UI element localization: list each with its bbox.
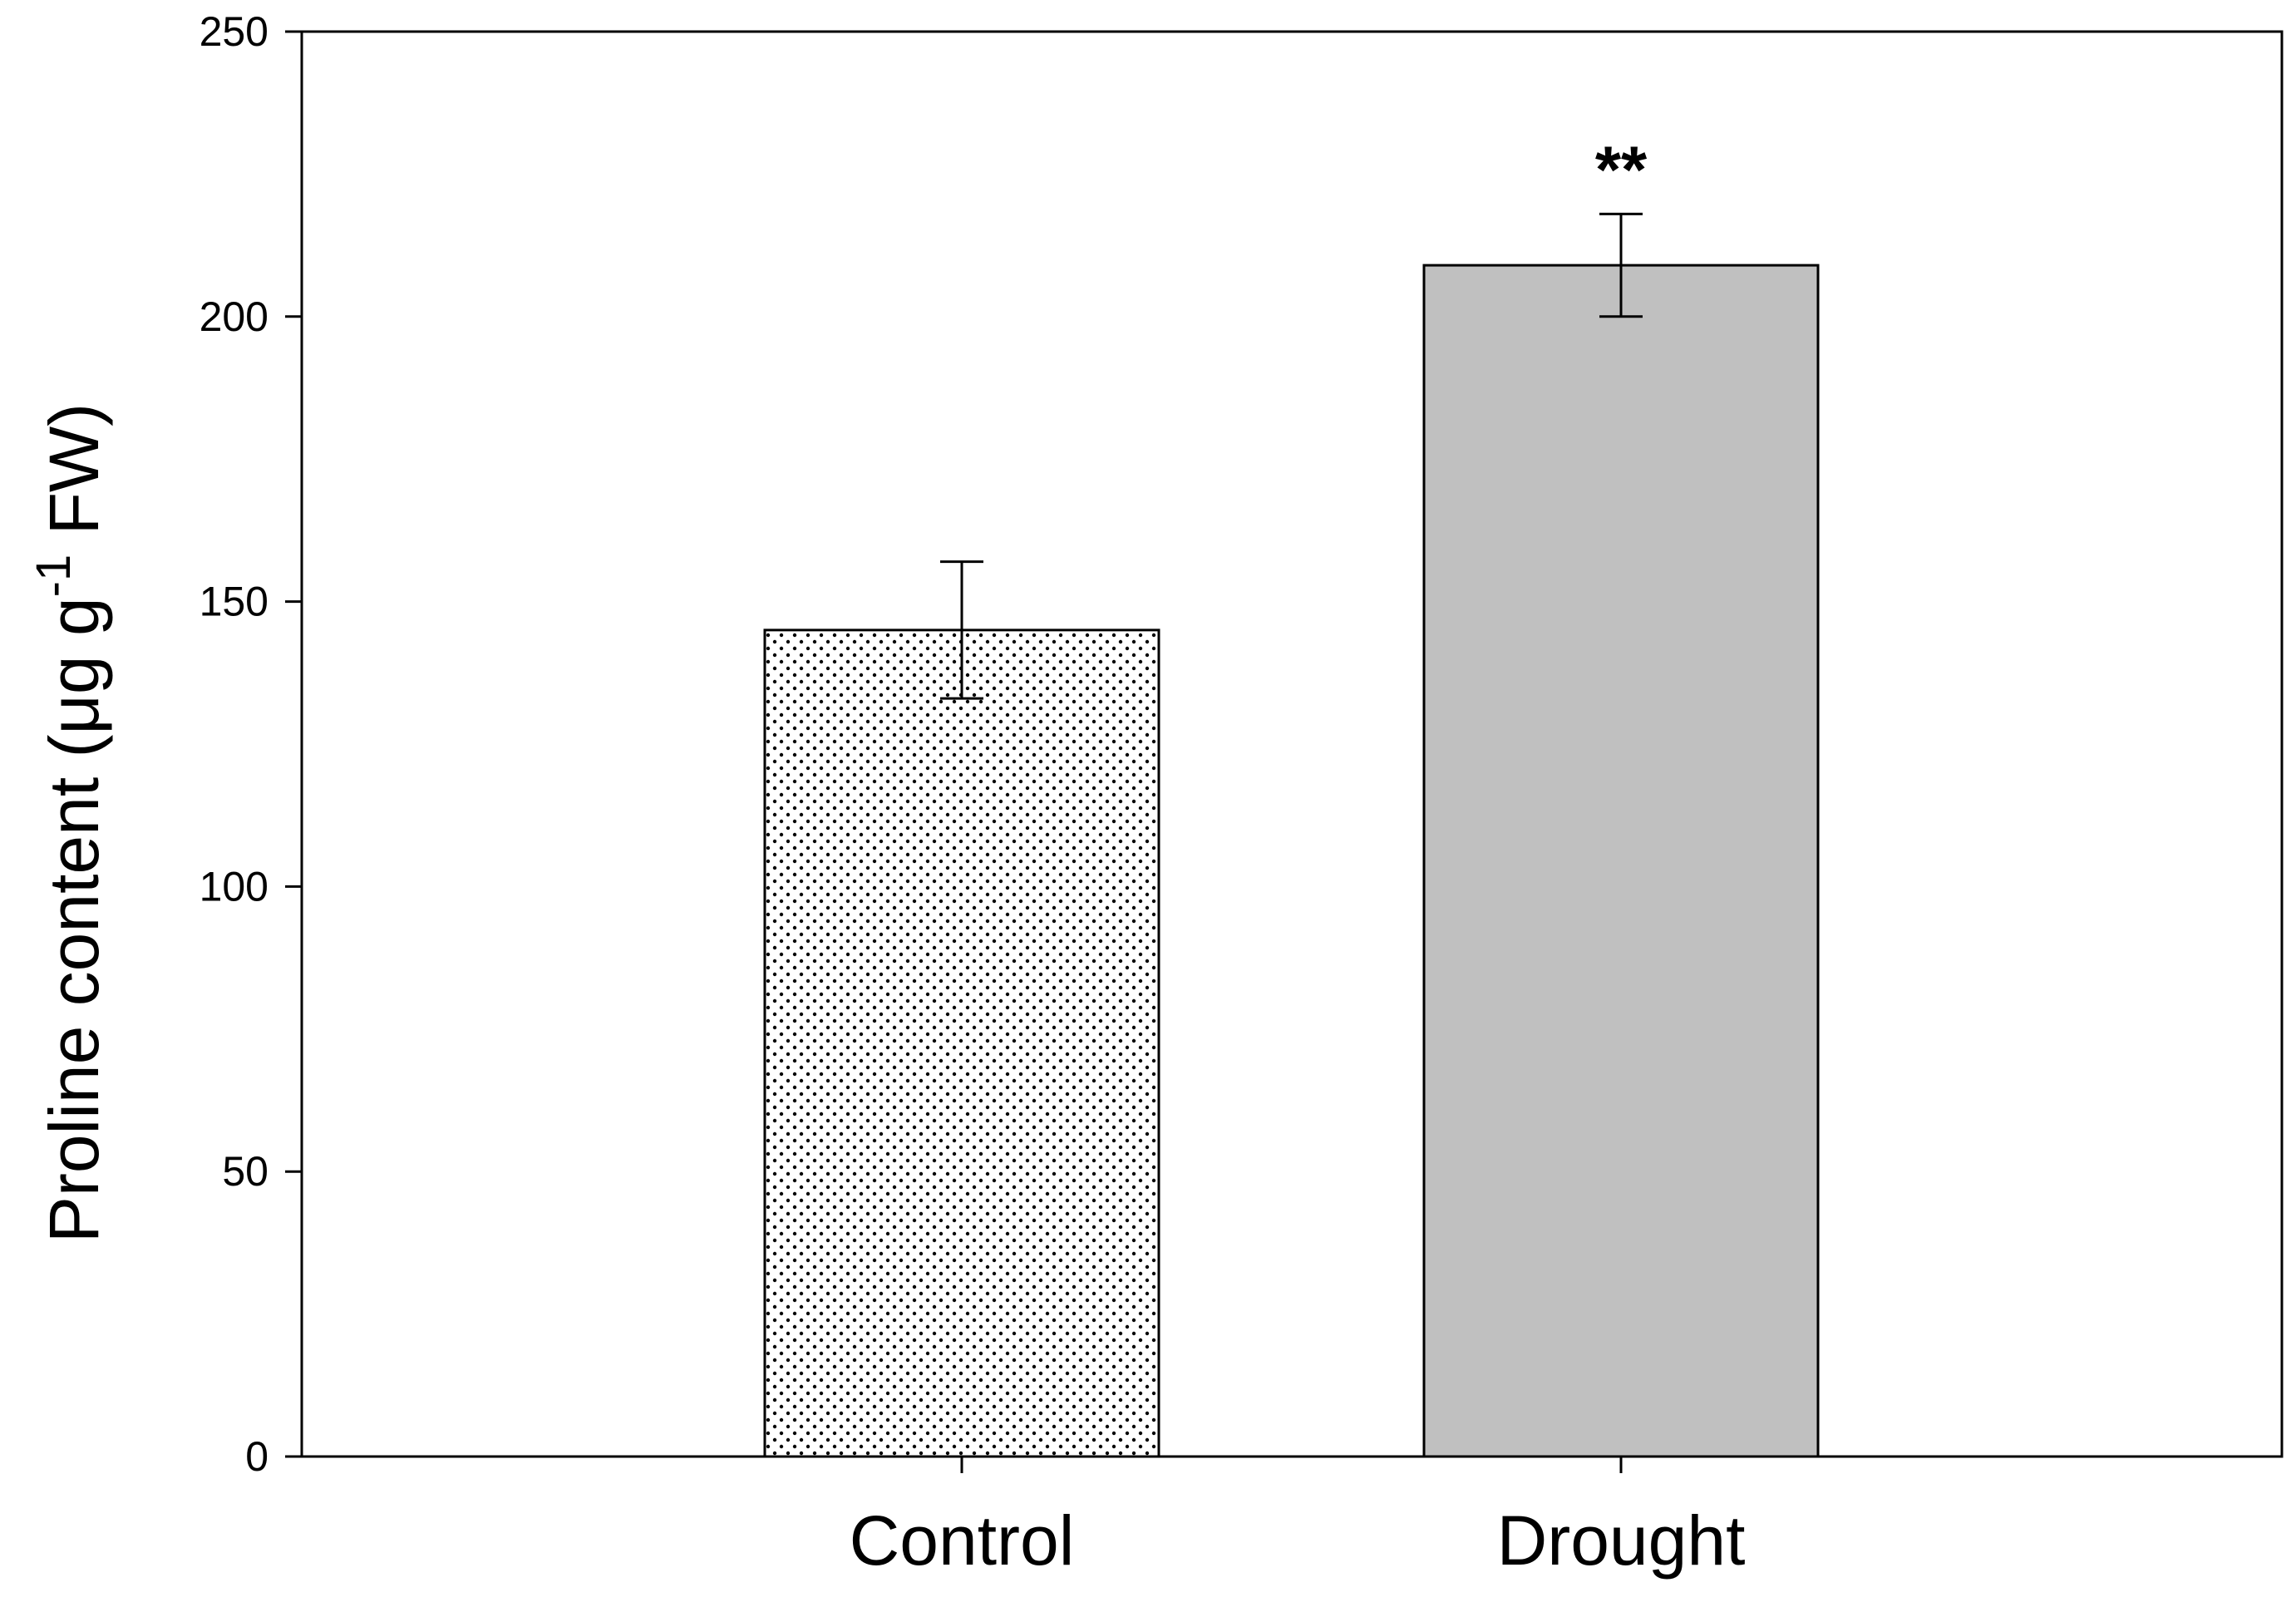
y-tick-label-100: 100 (200, 863, 269, 909)
plot-frame (300, 30, 2284, 1458)
x-tick-label-control: Control (850, 1501, 1075, 1580)
error-bar-control (940, 560, 983, 700)
y-tick-label-200: 200 (200, 293, 269, 340)
significance-marker-drought: ** (1595, 132, 1648, 206)
bars-group (763, 264, 1820, 1458)
plot-area (300, 30, 2284, 1458)
y-axis-title: Proline content (μg g-1 FW) (27, 403, 113, 1243)
bar-drought (1422, 264, 1820, 1458)
y-axis-title-superscript: -1 (27, 555, 81, 598)
error-bars-group (940, 212, 1643, 700)
y-axis: 0 50 100 150 200 250 (200, 8, 302, 1480)
x-tick-label-drought: Drought (1497, 1501, 1746, 1580)
y-tick-label-0: 0 (245, 1433, 269, 1480)
y-axis-title-suffix: FW) (35, 403, 113, 555)
error-bar-drought (1599, 212, 1643, 318)
bar-control (763, 629, 1160, 1458)
annotations-group: ** (1595, 132, 1648, 206)
x-axis: Control Drought (850, 1457, 1746, 1580)
y-tick-label-50: 50 (222, 1148, 269, 1195)
y-axis-title-main: Proline content (μg g (35, 597, 113, 1243)
y-tick-label-250: 250 (200, 8, 269, 55)
y-tick-label-150: 150 (200, 579, 269, 625)
